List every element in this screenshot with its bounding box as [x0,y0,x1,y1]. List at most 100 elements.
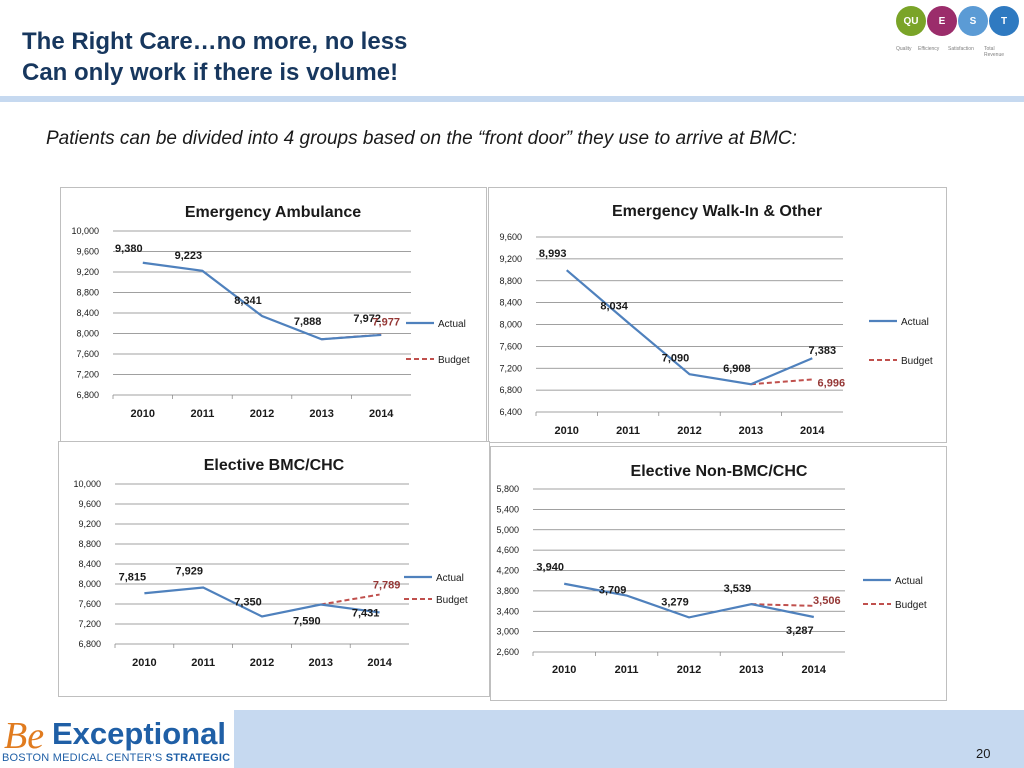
data-label-actual: 3,287 [786,625,814,637]
y-tick-label: 8,400 [499,298,522,308]
data-label-actual: 7,383 [809,345,837,357]
x-tick-label: 2014 [369,408,394,420]
brand-exceptional: Exceptional [52,716,226,751]
y-tick-label: 8,000 [76,329,99,339]
chart-panel-emergency-ambulance: Emergency Ambulance 6,800 7,200 7,600 8,000 8… [60,187,487,443]
chart-title: Emergency Walk-In & Other [612,203,822,220]
x-tick-label: 2011 [190,408,214,420]
y-tick-label: 3,400 [496,606,519,616]
y-tick-label: 6,800 [499,385,522,395]
x-tick-label: 2012 [677,425,701,437]
y-tick-label: 5,000 [496,525,519,535]
slide-title: The Right Care…no more, no less Can only… [22,26,407,88]
y-tick-label: 3,000 [496,627,519,637]
title-line-2: Can only work if there is volume! [22,59,399,86]
y-tick-label: 6,800 [76,390,99,400]
logo-circle-satisfaction: S [958,6,988,36]
y-tick-label: 3,800 [496,586,519,596]
legend-actual-label: Actual [436,573,464,584]
y-tick-label: 9,200 [76,267,99,277]
data-label-actual: 7,972 [353,313,381,325]
y-tick-label: 6,800 [78,639,101,649]
y-tick-label: 8,800 [76,288,99,298]
data-label-actual: 7,929 [175,566,203,578]
title-line-1: The Right Care…no more, no less [22,28,408,55]
data-label-actual: 7,350 [234,597,262,609]
y-tick-label: 10,000 [71,226,99,236]
chart-panel-emergency-walk-in: Emergency Walk-In & Other 6,400 6,800 7,200… [488,187,947,443]
x-tick-label: 2013 [739,664,763,676]
x-tick-label: 2013 [739,425,763,437]
x-tick-label: 2014 [367,657,392,669]
y-tick-label: 8,400 [78,559,101,569]
data-label-actual: 7,431 [352,607,380,619]
y-tick-label: 2,600 [496,647,519,657]
legend-actual-label: Actual [895,576,923,587]
chart-panel-elective-bmc-chc: Elective BMC/CHC 6,800 7,200 7,600 8,000 8,40… [58,441,490,697]
x-tick-label: 2011 [616,425,640,437]
y-tick-label: 9,600 [78,499,101,509]
x-tick-label: 2012 [250,408,274,420]
data-label-actual: 9,380 [115,243,143,255]
y-tick-label: 9,200 [78,519,101,529]
y-tick-label: 9,600 [499,232,522,242]
data-label-actual: 8,993 [539,248,567,260]
x-tick-label: 2013 [309,408,333,420]
y-tick-label: 7,600 [76,349,99,359]
data-label-budget: 6,996 [818,377,846,389]
y-tick-label: 7,200 [78,619,101,629]
data-label-actual: 8,341 [234,295,262,307]
chart-title: Elective BMC/CHC [204,457,345,474]
data-label-actual: 7,888 [294,316,322,328]
y-tick-label: 9,200 [499,254,522,264]
page-number: 20 [976,746,991,761]
x-tick-label: 2012 [677,664,701,676]
chart-elective-bmc-chc: Elective BMC/CHC 6,800 7,200 7,600 8,000 8,40… [73,457,468,669]
y-tick-label: 4,600 [496,545,519,555]
y-tick-label: 8,000 [499,320,522,330]
data-label-actual: 7,590 [293,616,321,628]
data-label-actual: 3,539 [724,583,752,595]
actual-series-line [565,269,813,386]
y-tick-label: 7,200 [76,370,99,380]
x-tick-label: 2010 [132,657,156,669]
x-tick-label: 2014 [802,664,827,676]
x-tick-label: 2010 [131,408,155,420]
legend-budget-label: Budget [901,356,933,367]
y-tick-label: 9,600 [76,247,99,257]
y-tick-label: 7,600 [78,599,101,609]
y-tick-label: 8,400 [76,308,99,318]
chart-title: Elective Non-BMC/CHC [631,463,808,480]
data-label-actual: 8,034 [600,301,628,313]
logo-caption-quality: Quality [896,46,912,52]
y-tick-label: 5,400 [496,504,519,514]
logo-circle-efficiency: E [927,6,957,36]
data-label-budget: 3,506 [813,595,841,607]
logo-circle-revenue: T [989,6,1019,36]
chart-elective-non-bmc-chc: Elective Non-BMC/CHC 2,600 3,000 3,400 3,800… [496,463,926,676]
y-tick-label: 8,800 [78,539,101,549]
brand-subtitle-regular: BOSTON MEDICAL CENTER’S [2,752,166,764]
data-label-budget: 7,789 [373,580,401,592]
brand-be: Be [4,715,45,757]
budget-series-line [750,378,813,386]
data-label-actual: 9,223 [175,250,203,262]
logo-circle-quality: QU [896,6,926,36]
x-tick-label: 2012 [250,657,274,669]
quest-logo: QU E S T Quality Efficiency Satisfaction… [896,6,1024,66]
legend-budget-label: Budget [436,595,468,606]
actual-series-line [144,586,380,618]
logo-caption-efficiency: Efficiency [918,46,940,52]
data-label-budget: 7,977 [372,317,400,329]
x-tick-label: 2010 [554,425,578,437]
data-label-actual: 7,090 [662,352,690,364]
x-tick-label: 2013 [309,657,333,669]
legend-budget-label: Budget [438,355,470,366]
y-tick-label: 6,400 [499,407,522,417]
data-label-actual: 7,815 [119,571,147,583]
y-tick-label: 4,200 [496,566,519,576]
x-tick-label: 2011 [615,664,639,676]
y-tick-label: 5,800 [496,484,519,494]
x-tick-label: 2014 [800,425,825,437]
chart-emergency-walk-in: Emergency Walk-In & Other 6,400 6,800 7,200… [499,203,933,437]
